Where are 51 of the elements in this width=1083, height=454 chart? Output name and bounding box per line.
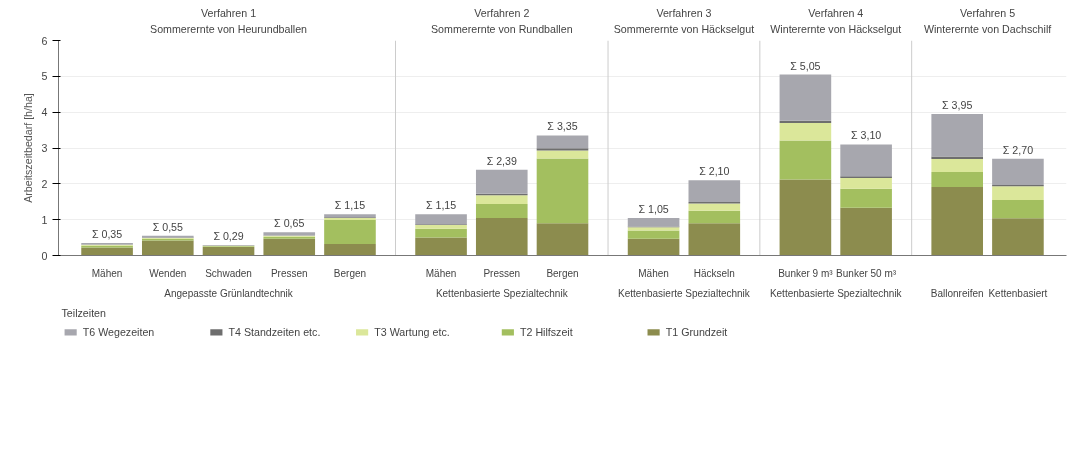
x-tick-label: Bergen (546, 267, 579, 279)
total-label: Σ 1,15 (334, 199, 366, 212)
total-label: Σ 5,05 (790, 59, 821, 72)
legend-label: T2 Hilfszeit (519, 326, 573, 339)
x-tick-label: Bunker 50 m³ (836, 267, 897, 279)
total-label: Σ 0,55 (152, 220, 184, 233)
legend-label: T4 Standzeiten etc. (228, 326, 321, 339)
y-tick-label: 0 (41, 249, 48, 262)
x-tick-label: Häckseln (693, 267, 735, 279)
total-label: Σ 3,10 (850, 129, 882, 142)
total-label: Σ 0,29 (213, 230, 244, 243)
text: Verfahren 4 Winterernte von Häckselgut (770, 7, 902, 35)
y-tick-label: 6 (41, 34, 48, 47)
x-tick-label: Mähen (425, 267, 457, 279)
text: Verfahren 5 Winterernte von Dachschilf (923, 7, 1052, 35)
y-tick-label: 2 (41, 177, 48, 190)
text: Kettenbasiert (988, 287, 1048, 299)
x-tick-label: Bergen (333, 267, 367, 279)
text: Kettenbasierte Spezialtechnik (769, 287, 903, 299)
x-tick-label: Bunker 9 m³ (778, 267, 834, 279)
text: Verfahren 1 Sommerernte von Heurundballen (150, 7, 308, 35)
x-tick-label: Pressen (270, 267, 308, 279)
total-label: Σ 2,10 (699, 165, 730, 178)
x-tick-label: Pressen (483, 267, 521, 279)
x-tick-label: Wenden (149, 267, 187, 279)
total-label: Σ 2,70 (1002, 143, 1034, 156)
text: Kettenbasierte Spezialtechnik (435, 287, 569, 299)
x-tick-label: Mähen (91, 267, 123, 279)
total-label: Σ 2,39 (486, 154, 517, 167)
text: Verfahren 2 Sommerernte von Rundballen (430, 7, 573, 35)
total-label: Σ 1,05 (638, 202, 669, 215)
text: Verfahren 3 Sommerernte von Häckselgut (613, 7, 755, 35)
y-tick-label: 4 (41, 106, 48, 119)
y-tick-label: 5 (41, 70, 48, 83)
y-tick-label: 1 (41, 213, 48, 226)
text: Kettenbasierte Spezialtechnik (618, 287, 751, 299)
x-tick-label: Schwaden (205, 267, 252, 279)
y-tick-label: 3 (41, 142, 48, 154)
text: Angepasste Grünlandtechnik (164, 287, 294, 299)
legend-label: T6 Wegezeiten (82, 326, 155, 339)
legend-title: Teilzeiten (61, 306, 107, 319)
y-axis-title: Arbeitszeitbedarf [h/ha] (21, 93, 34, 203)
x-tick-label: Mähen (638, 267, 669, 279)
text: Ballonreifen (930, 287, 984, 299)
legend-label: T1 Grundzeit (665, 326, 728, 339)
total-label: Σ 3,95 (942, 98, 973, 111)
total-label: Σ 0,65 (274, 217, 305, 230)
legend-label: T3 Wartung etc. (374, 326, 450, 339)
total-label: Σ 0,35 (91, 227, 123, 240)
total-label: Σ 3,35 (547, 120, 578, 133)
total-label: Σ 1,15 (425, 199, 457, 212)
